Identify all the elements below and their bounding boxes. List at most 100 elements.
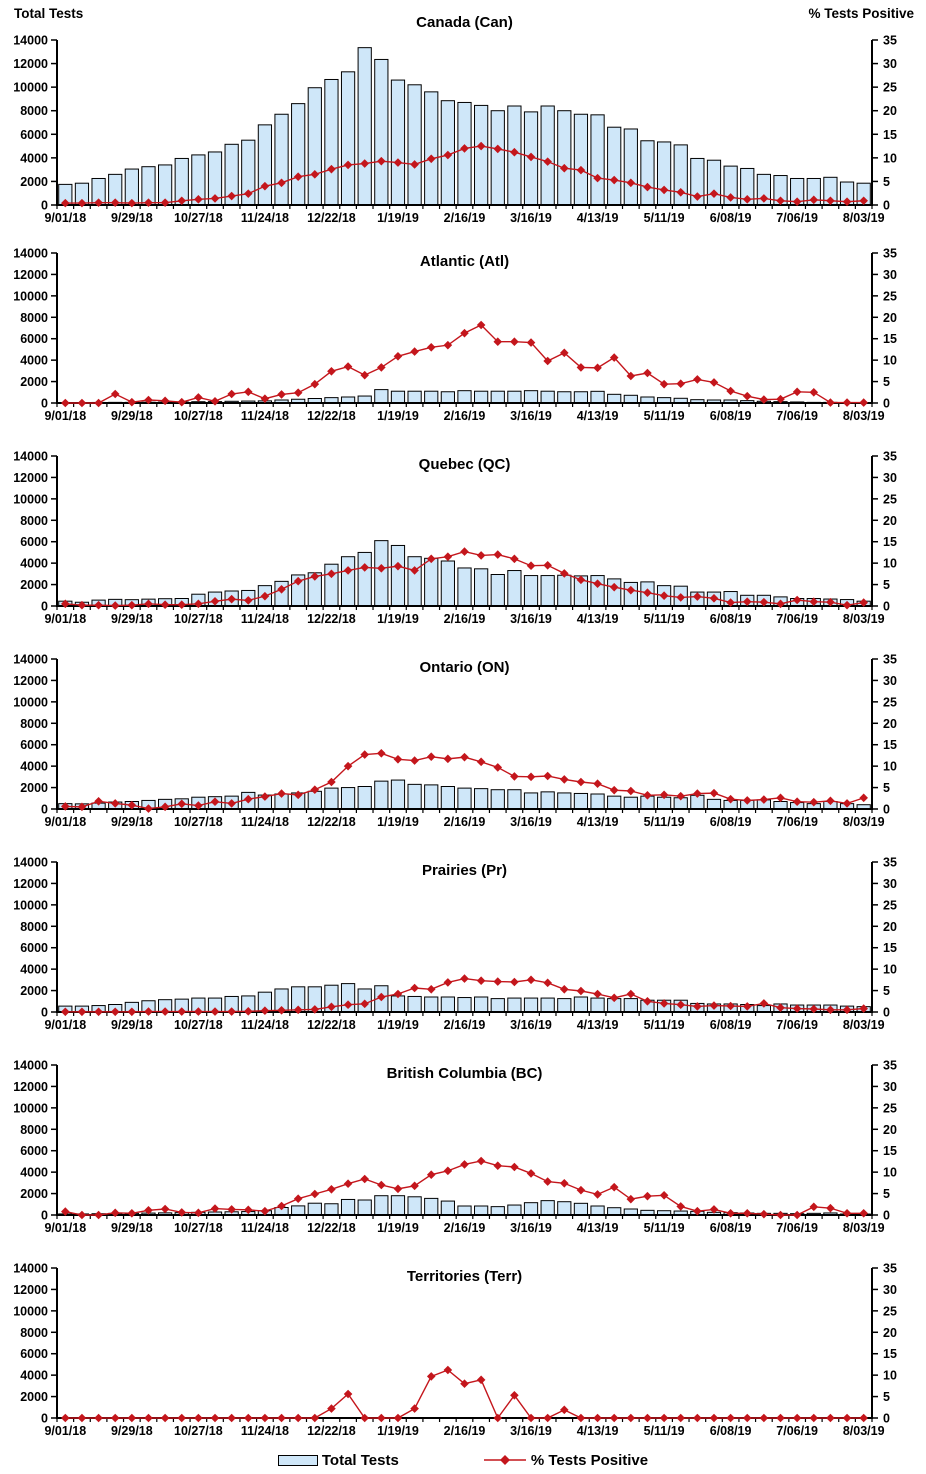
svg-text:5: 5 [883, 1390, 890, 1404]
svg-text:10/27/18: 10/27/18 [174, 1221, 223, 1235]
svg-text:10: 10 [883, 1166, 897, 1180]
svg-text:11/24/18: 11/24/18 [241, 409, 289, 423]
svg-text:5/11/19: 5/11/19 [644, 1221, 685, 1235]
y-axis-left: 0 2000 4000 6000 8000 10000 12000 14000 [13, 1059, 58, 1223]
svg-text:2/16/19: 2/16/19 [444, 1424, 486, 1438]
svg-text:4/13/19: 4/13/19 [577, 211, 619, 225]
svg-text:15: 15 [883, 1347, 897, 1361]
svg-text:14000: 14000 [13, 856, 48, 870]
svg-text:35: 35 [883, 856, 897, 870]
svg-text:0: 0 [883, 397, 890, 411]
y-axis-right: 0 5 10 15 20 25 30 35 [871, 1262, 897, 1426]
svg-text:8/03/19: 8/03/19 [843, 211, 885, 225]
y-axis-left: 0 2000 4000 6000 8000 10000 12000 14000 [13, 247, 58, 411]
legend-item-pct-positive: % Tests Positive [483, 1452, 648, 1469]
x-axis: 9/01/18 9/29/18 10/27/18 11/24/18 12/22/18 1/… [44, 1417, 885, 1438]
svg-text:4/13/19: 4/13/19 [577, 409, 619, 423]
chart-plot: 0 2000 4000 6000 8000 10000 12000 14000 0 5 10 15 20… [13, 1059, 897, 1236]
svg-text:30: 30 [883, 1080, 897, 1094]
svg-text:8000: 8000 [20, 514, 48, 528]
chart-title: Canada (Can) [416, 14, 513, 31]
svg-text:4/13/19: 4/13/19 [577, 612, 619, 626]
svg-text:7/06/19: 7/06/19 [776, 409, 818, 423]
svg-text:6/08/19: 6/08/19 [710, 1424, 752, 1438]
x-axis: 9/01/18 9/29/18 10/27/18 11/24/18 12/22/18 1/… [44, 1214, 885, 1235]
chart-ontario: 0 2000 4000 6000 8000 10000 12000 14000 0 5 10 15 20… [0, 638, 926, 841]
svg-text:5/11/19: 5/11/19 [644, 612, 685, 626]
svg-text:6000: 6000 [20, 1347, 48, 1361]
svg-text:15: 15 [883, 941, 897, 955]
x-axis: 9/01/18 9/29/18 10/27/18 11/24/18 12/22/18 1/… [44, 1011, 885, 1032]
svg-text:12/22/18: 12/22/18 [307, 1221, 356, 1235]
svg-text:6/08/19: 6/08/19 [710, 211, 752, 225]
svg-text:4000: 4000 [20, 557, 48, 571]
svg-text:10/27/18: 10/27/18 [174, 1424, 223, 1438]
svg-text:20: 20 [883, 311, 897, 325]
svg-text:4/13/19: 4/13/19 [577, 1424, 619, 1438]
svg-text:7/06/19: 7/06/19 [776, 211, 818, 225]
svg-text:8000: 8000 [20, 104, 48, 118]
y-axis-right: 0 5 10 15 20 25 30 35 [871, 856, 897, 1020]
svg-text:2/16/19: 2/16/19 [444, 409, 486, 423]
svg-text:8000: 8000 [20, 1123, 48, 1137]
svg-text:4/13/19: 4/13/19 [577, 1018, 619, 1032]
svg-text:14000: 14000 [13, 450, 48, 464]
svg-text:14000: 14000 [13, 653, 48, 667]
chart-plot: 0 2000 4000 6000 8000 10000 12000 14000 0 5 10 15 20… [13, 14, 897, 225]
svg-text:8000: 8000 [20, 920, 48, 934]
svg-text:10: 10 [883, 557, 897, 571]
svg-text:3/16/19: 3/16/19 [510, 1018, 552, 1032]
x-axis: 9/01/18 9/29/18 10/27/18 11/24/18 12/22/18 1/… [44, 605, 885, 626]
pct-positive-line [61, 748, 868, 813]
svg-text:10000: 10000 [13, 289, 48, 303]
pct-positive-line [61, 974, 868, 1017]
svg-text:1/19/19: 1/19/19 [377, 211, 419, 225]
svg-text:35: 35 [883, 450, 897, 464]
y-axis-right: 0 5 10 15 20 25 30 35 [871, 247, 897, 411]
svg-text:0: 0 [883, 1209, 890, 1223]
chart-british-columbia: 0 2000 4000 6000 8000 10000 12000 14000 0 5 10 15 20… [0, 1044, 926, 1247]
svg-text:11/24/18: 11/24/18 [241, 815, 289, 829]
svg-text:0: 0 [41, 199, 48, 213]
chart-atlantic: 0 2000 4000 6000 8000 10000 12000 14000 0 5 10 15 20… [0, 232, 926, 435]
svg-text:5: 5 [883, 781, 890, 795]
svg-text:0: 0 [883, 1006, 890, 1020]
svg-text:15: 15 [883, 535, 897, 549]
svg-text:6/08/19: 6/08/19 [710, 612, 752, 626]
chart-title: Atlantic (Atl) [420, 253, 509, 270]
svg-text:15: 15 [883, 128, 897, 142]
svg-text:12/22/18: 12/22/18 [307, 409, 356, 423]
chart-title: Ontario (ON) [420, 659, 510, 676]
svg-text:8/03/19: 8/03/19 [843, 612, 885, 626]
legend-item-total-tests: Total Tests [277, 1452, 399, 1469]
svg-text:10/27/18: 10/27/18 [174, 1018, 223, 1032]
svg-text:5: 5 [883, 375, 890, 389]
svg-text:12000: 12000 [13, 268, 48, 282]
svg-text:0: 0 [41, 1209, 48, 1223]
svg-text:12/22/18: 12/22/18 [307, 612, 356, 626]
svg-text:6000: 6000 [20, 738, 48, 752]
svg-text:0: 0 [883, 1412, 890, 1426]
svg-text:12/22/18: 12/22/18 [307, 1018, 356, 1032]
x-axis: 9/01/18 9/29/18 10/27/18 11/24/18 12/22/18 1/… [44, 808, 885, 829]
svg-text:12/22/18: 12/22/18 [307, 815, 356, 829]
pct-positive-line [61, 320, 868, 408]
svg-text:10/27/18: 10/27/18 [174, 409, 223, 423]
svg-text:8/03/19: 8/03/19 [843, 409, 885, 423]
legend-line-label: % Tests Positive [530, 1451, 649, 1469]
svg-text:10/27/18: 10/27/18 [174, 211, 223, 225]
svg-text:6000: 6000 [20, 1144, 48, 1158]
svg-text:8000: 8000 [20, 1326, 48, 1340]
svg-text:3/16/19: 3/16/19 [510, 815, 552, 829]
svg-text:20: 20 [883, 1326, 897, 1340]
svg-text:15: 15 [883, 332, 897, 346]
y-axis-left: 0 2000 4000 6000 8000 10000 12000 14000 [13, 856, 58, 1020]
chart-title: Prairies (Pr) [422, 862, 507, 879]
svg-text:6000: 6000 [20, 941, 48, 955]
svg-text:4000: 4000 [20, 963, 48, 977]
svg-text:7/06/19: 7/06/19 [776, 612, 818, 626]
svg-text:4/13/19: 4/13/19 [577, 1221, 619, 1235]
y-axis-left: 0 2000 4000 6000 8000 10000 12000 14000 [13, 34, 58, 213]
pct-positive-line [61, 141, 868, 208]
